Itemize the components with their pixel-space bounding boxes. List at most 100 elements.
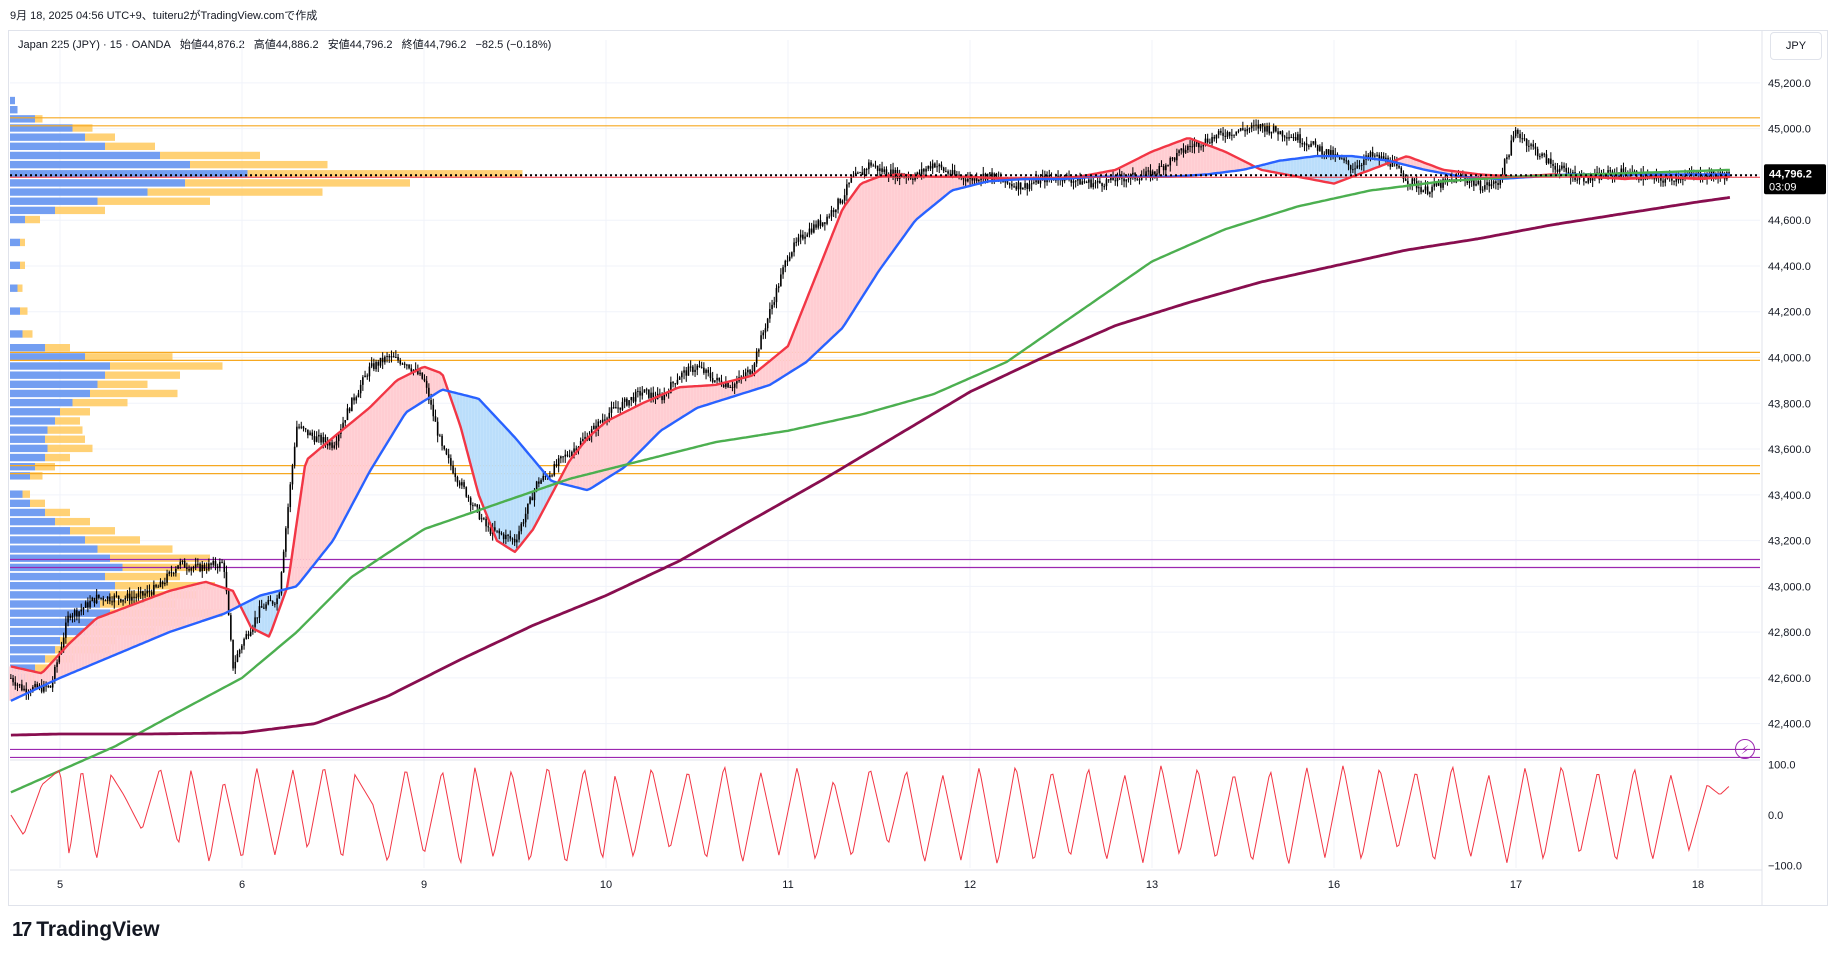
candle-body xyxy=(927,165,930,169)
volume-profile-up-bar xyxy=(10,499,30,508)
candle-body xyxy=(14,682,17,686)
candle-body xyxy=(643,389,646,393)
candle-body xyxy=(870,162,872,166)
candle-body xyxy=(648,389,650,398)
volume-profile-down-bar xyxy=(105,142,155,151)
candle-body xyxy=(1543,153,1546,155)
candle-body xyxy=(375,362,377,370)
candle-body xyxy=(1651,175,1653,177)
candle-body xyxy=(1567,171,1570,174)
volume-profile-up-bar xyxy=(10,307,20,315)
price-axis-label: 43,800.0 xyxy=(1768,398,1811,410)
volume-profile-up-bar xyxy=(10,472,30,480)
time-axis-label: 10 xyxy=(600,879,612,891)
volume-profile-down-bar xyxy=(90,389,178,398)
candle-body xyxy=(498,530,501,534)
candle-body xyxy=(639,390,641,396)
candle-body xyxy=(1422,190,1425,193)
currency-button[interactable]: JPY xyxy=(1770,32,1822,60)
candle-body xyxy=(256,617,259,619)
candle-body xyxy=(212,561,215,565)
candle-body xyxy=(309,432,311,436)
candle-body xyxy=(1321,146,1323,155)
candle-body xyxy=(544,475,547,477)
candle-body xyxy=(199,563,201,572)
price-axis-label: 43,000.0 xyxy=(1768,581,1811,593)
candle-body xyxy=(817,220,820,228)
volume-profile-up-bar xyxy=(10,536,85,544)
candle-body xyxy=(595,425,597,431)
volume-profile-down-bar xyxy=(97,545,173,553)
candle-body xyxy=(56,662,58,667)
candle-body xyxy=(1244,129,1246,132)
candle-body xyxy=(1103,186,1106,188)
candle-body xyxy=(434,416,437,422)
candle-body xyxy=(238,649,241,654)
candle-body xyxy=(1222,132,1224,136)
candle-body xyxy=(564,454,567,457)
candle-body xyxy=(1039,178,1042,184)
volume-profile-down-bar xyxy=(55,517,90,526)
candle-body xyxy=(192,567,195,569)
candle-body xyxy=(1345,160,1348,162)
candle-body xyxy=(1517,129,1519,134)
candle-body xyxy=(300,426,303,428)
candle-body xyxy=(285,528,287,552)
candle-body xyxy=(1319,146,1321,151)
candle-body xyxy=(476,504,479,508)
candle-body xyxy=(716,377,718,381)
candle-body xyxy=(1145,171,1147,176)
candle-body xyxy=(1525,138,1528,146)
time-axis-label: 16 xyxy=(1328,879,1340,891)
symbol-label[interactable]: Japan 225 (JPY) · 15 · OANDA xyxy=(18,39,171,51)
candle-body xyxy=(637,390,639,392)
candle-body xyxy=(71,615,74,618)
candle-body xyxy=(1664,179,1667,183)
candle-body xyxy=(1079,176,1081,185)
candle-body xyxy=(1591,178,1594,181)
candle-body xyxy=(1343,158,1345,161)
candle-body xyxy=(1250,125,1253,129)
candle-body xyxy=(188,569,190,571)
candle-body xyxy=(698,365,701,368)
candle-body xyxy=(1633,171,1636,173)
candle-body xyxy=(1028,184,1031,190)
candle-body xyxy=(575,448,578,452)
candle-body xyxy=(117,595,120,600)
candle-body xyxy=(419,372,421,375)
candle-body xyxy=(599,421,602,423)
volume-profile-down-bar xyxy=(85,353,173,361)
candle-body xyxy=(780,274,782,287)
candle-body xyxy=(329,442,331,446)
volume-profile-up-bar xyxy=(10,426,48,434)
candle-body xyxy=(201,565,204,572)
tradingview-brand[interactable]: 17 TradingView xyxy=(12,918,160,942)
candle-body xyxy=(1136,178,1139,180)
candle-body xyxy=(1552,163,1554,166)
candle-body xyxy=(573,448,575,452)
candle-body xyxy=(322,437,325,443)
candle-body xyxy=(346,408,349,421)
volume-profile-up-bar xyxy=(10,435,45,443)
candle-body xyxy=(1706,173,1708,179)
candle-body xyxy=(443,445,446,450)
volume-profile-down-bar xyxy=(190,160,328,169)
candle-body xyxy=(172,572,175,574)
candle-body xyxy=(1235,131,1238,135)
candle-body xyxy=(784,260,787,268)
candle-body xyxy=(1354,168,1356,170)
candle-body xyxy=(1123,178,1125,182)
lightning-icon[interactable]: ⚡ xyxy=(1735,739,1755,759)
candle-body xyxy=(267,600,270,605)
candle-body xyxy=(1070,179,1073,183)
candle-body xyxy=(1024,183,1026,188)
candle-body xyxy=(736,381,738,384)
candle-body xyxy=(621,401,624,410)
candle-body xyxy=(1585,181,1587,183)
candle-body xyxy=(632,397,635,402)
candle-body xyxy=(421,372,424,379)
candle-body xyxy=(815,224,817,228)
time-axis-label: 12 xyxy=(964,879,976,891)
candle-body xyxy=(1308,145,1310,147)
